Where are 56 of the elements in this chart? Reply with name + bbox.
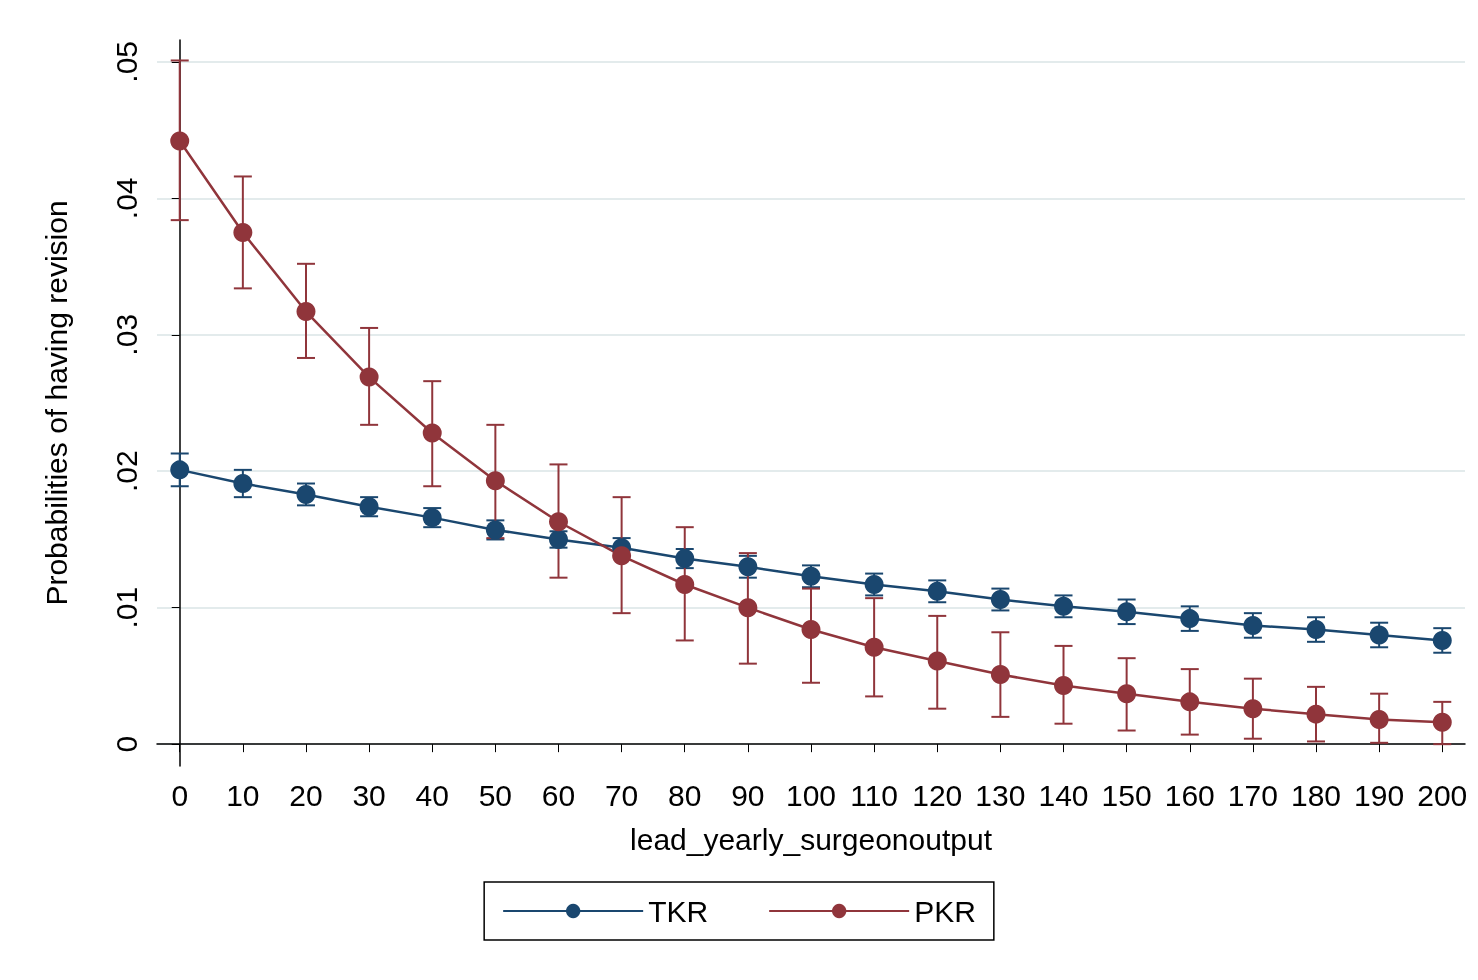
x-tick-label: 20 <box>289 778 323 812</box>
x-tick-label: 40 <box>415 778 449 812</box>
x-tick-label: 120 <box>912 778 963 812</box>
point <box>233 474 253 494</box>
x-tick-label: 80 <box>668 778 702 812</box>
x-tick-label: 130 <box>975 778 1026 812</box>
point <box>296 302 316 322</box>
point <box>549 512 568 532</box>
legend-label: TKR <box>648 894 709 928</box>
point <box>675 575 695 594</box>
x-tick-label: 200 <box>1417 778 1468 812</box>
point <box>1369 710 1389 730</box>
y-tick-label: .01 <box>109 586 143 629</box>
x-tick-label: 100 <box>785 778 837 812</box>
x-tick-label: 140 <box>1038 778 1089 812</box>
x-tick-label: 70 <box>604 778 639 812</box>
x-tick-label: 30 <box>352 778 386 812</box>
point <box>864 575 884 594</box>
point <box>738 598 758 618</box>
point <box>801 620 821 640</box>
point <box>1180 692 1200 712</box>
x-tick-label: 160 <box>1164 778 1215 812</box>
legend-label: PKR <box>914 894 976 928</box>
x-tick-label: 0 <box>171 778 189 812</box>
y-tick-label: .02 <box>109 450 143 493</box>
x-tick-label: 90 <box>731 778 765 812</box>
point <box>990 665 1010 685</box>
y-tick-label: .05 <box>109 40 143 83</box>
point <box>864 637 884 657</box>
x-tick-label: 150 <box>1101 778 1152 812</box>
point <box>927 651 947 671</box>
x-tick-label: 170 <box>1227 778 1278 812</box>
x-axis-title: lead_yearly_surgeonoutput <box>630 822 993 856</box>
point <box>233 222 253 242</box>
x-tick-label: 50 <box>478 778 513 812</box>
point <box>1117 684 1137 704</box>
y-tick-label: .03 <box>109 313 143 356</box>
x-tick-label: 110 <box>850 778 899 812</box>
x-tick-label: 60 <box>541 778 576 812</box>
point <box>1054 675 1074 695</box>
x-tick-label: 190 <box>1354 778 1405 812</box>
point <box>1243 699 1263 719</box>
point <box>170 460 190 480</box>
point <box>738 557 758 577</box>
y-tick-label: .04 <box>109 177 143 220</box>
y-axis-title: Probabilities of having revision <box>39 200 73 606</box>
x-tick-label: 10 <box>226 778 260 812</box>
point <box>612 546 632 566</box>
point <box>170 131 190 151</box>
point <box>1432 712 1452 732</box>
point <box>485 471 505 491</box>
point <box>359 367 379 387</box>
point <box>422 423 442 443</box>
point <box>1306 704 1326 724</box>
x-tick-label: 180 <box>1290 778 1342 812</box>
y-tick-label: 0 <box>109 735 143 753</box>
